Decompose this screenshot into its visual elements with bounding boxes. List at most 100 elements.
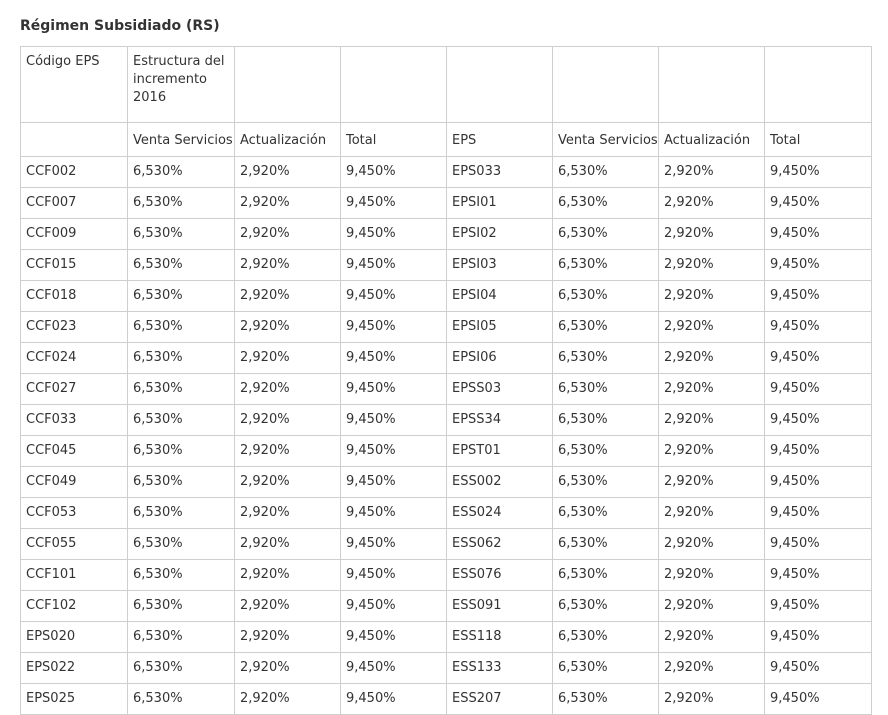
table-row: CCF101 6,530% 2,920% 9,450% ESS076 6,530% 2,92…: [20, 559, 872, 591]
table-cell: 6,530%: [552, 373, 659, 405]
table-cell: 9,450%: [764, 683, 872, 715]
table-header-row: Venta Servicios Actualización Total EPS …: [20, 122, 872, 157]
table-cell: 9,450%: [764, 218, 872, 250]
table-row: CCF027 6,530% 2,920% 9,450% EPSS03 6,530% 2,92…: [20, 373, 872, 405]
table-cell: 2,920%: [234, 156, 341, 188]
table-cell: ESS062: [446, 528, 553, 560]
table-cell: 6,530%: [127, 187, 235, 219]
table-cell: CCF055: [20, 528, 128, 560]
table-cell: 2,920%: [658, 621, 765, 653]
table-cell: 9,450%: [340, 621, 447, 653]
table-cell: 2,920%: [658, 156, 765, 188]
table-cell: 9,450%: [340, 466, 447, 498]
table-cell: CCF033: [20, 404, 128, 436]
table-cell: 6,530%: [127, 435, 235, 467]
table-cell: 2,920%: [658, 652, 765, 684]
table-cell: 9,450%: [764, 311, 872, 343]
table-cell: 6,530%: [552, 249, 659, 281]
table-cell: 6,530%: [127, 683, 235, 715]
table-cell: 2,920%: [658, 373, 765, 405]
table-cell: 2,920%: [658, 528, 765, 560]
table-cell: 9,450%: [340, 342, 447, 374]
table-cell: 6,530%: [127, 652, 235, 684]
table-cell: 2,920%: [234, 590, 341, 622]
header-cell: Venta Servicios: [552, 122, 659, 157]
table-cell: 9,450%: [340, 497, 447, 529]
table-cell: 6,530%: [127, 373, 235, 405]
table-cell: CCF045: [20, 435, 128, 467]
table-cell: 2,920%: [234, 497, 341, 529]
table-cell: 6,530%: [552, 528, 659, 560]
table-cell: 6,530%: [552, 435, 659, 467]
table-cell: EPSI05: [446, 311, 553, 343]
table-cell: 6,530%: [127, 466, 235, 498]
table-cell: ESS207: [446, 683, 553, 715]
top-cell: [446, 46, 553, 123]
table-cell: 2,920%: [658, 404, 765, 436]
table-cell: 9,450%: [340, 311, 447, 343]
table-cell: 9,450%: [764, 156, 872, 188]
table-cell: 6,530%: [552, 559, 659, 591]
table-cell: EPSI04: [446, 280, 553, 312]
table-cell: 9,450%: [764, 528, 872, 560]
table-row: CCF024 6,530% 2,920% 9,450% EPSI06 6,530% 2,92…: [20, 342, 872, 374]
table-cell: 2,920%: [234, 683, 341, 715]
table-row: EPS020 6,530% 2,920% 9,450% ESS118 6,530% 2,92…: [20, 621, 872, 653]
table-cell: 2,920%: [234, 218, 341, 250]
table-cell: 2,920%: [658, 249, 765, 281]
table-cell: 2,920%: [234, 249, 341, 281]
table-cell: 6,530%: [127, 156, 235, 188]
table-cell: 6,530%: [127, 590, 235, 622]
table-cell: 2,920%: [658, 559, 765, 591]
table-cell: 9,450%: [764, 280, 872, 312]
table-cell: 2,920%: [658, 187, 765, 219]
table-cell: 2,920%: [658, 311, 765, 343]
table-cell: CCF027: [20, 373, 128, 405]
header-cell: Actualización: [234, 122, 341, 157]
table-row: EPS025 6,530% 2,920% 9,450% ESS207 6,530% 2,92…: [20, 683, 872, 715]
table-cell: ESS076: [446, 559, 553, 591]
table-row: EPS022 6,530% 2,920% 9,450% ESS133 6,530% 2,92…: [20, 652, 872, 684]
table-row: CCF053 6,530% 2,920% 9,450% ESS024 6,530% 2,92…: [20, 497, 872, 529]
table-cell: 9,450%: [764, 559, 872, 591]
table-cell: 9,450%: [764, 373, 872, 405]
table-row: CCF009 6,530% 2,920% 9,450% EPSI02 6,530% 2,92…: [20, 218, 872, 250]
table-row: CCF033 6,530% 2,920% 9,450% EPSS34 6,530% 2,92…: [20, 404, 872, 436]
table-cell: 9,450%: [764, 621, 872, 653]
table-cell: 9,450%: [340, 590, 447, 622]
header-cell: Total: [764, 122, 872, 157]
table-cell: 9,450%: [340, 249, 447, 281]
top-cell: Estructura del incremento 2016: [127, 46, 235, 123]
table-cell: 9,450%: [340, 280, 447, 312]
table-cell: EPST01: [446, 435, 553, 467]
table-cell: 6,530%: [127, 404, 235, 436]
table-cell: 6,530%: [127, 342, 235, 374]
table-cell: EPSI03: [446, 249, 553, 281]
table-cell: 9,450%: [340, 218, 447, 250]
table-cell: EPSI02: [446, 218, 553, 250]
table-cell: 6,530%: [552, 466, 659, 498]
table-cell: CCF102: [20, 590, 128, 622]
table-cell: 9,450%: [764, 404, 872, 436]
top-cell: [340, 46, 447, 123]
table-cell: 2,920%: [658, 342, 765, 374]
header-cell: EPS: [446, 122, 553, 157]
header-cell: [20, 122, 128, 157]
table-cell: 6,530%: [552, 187, 659, 219]
header-cell: Total: [340, 122, 447, 157]
table-row: CCF002 6,530% 2,920% 9,450% EPS033 6,530% 2,92…: [20, 156, 872, 188]
table-cell: 2,920%: [234, 652, 341, 684]
top-cell: [658, 46, 765, 123]
table-cell: 2,920%: [658, 497, 765, 529]
table-cell: 6,530%: [552, 497, 659, 529]
table-cell: 2,920%: [234, 280, 341, 312]
table-cell: CCF009: [20, 218, 128, 250]
table-cell: 2,920%: [234, 373, 341, 405]
table-body: Código EPS Estructura del incremento 201…: [20, 46, 872, 715]
table-cell: EPS020: [20, 621, 128, 653]
table-cell: 2,920%: [234, 342, 341, 374]
table-cell: 9,450%: [764, 652, 872, 684]
table-cell: 2,920%: [234, 621, 341, 653]
table-cell: 6,530%: [552, 342, 659, 374]
table-cell: CCF018: [20, 280, 128, 312]
